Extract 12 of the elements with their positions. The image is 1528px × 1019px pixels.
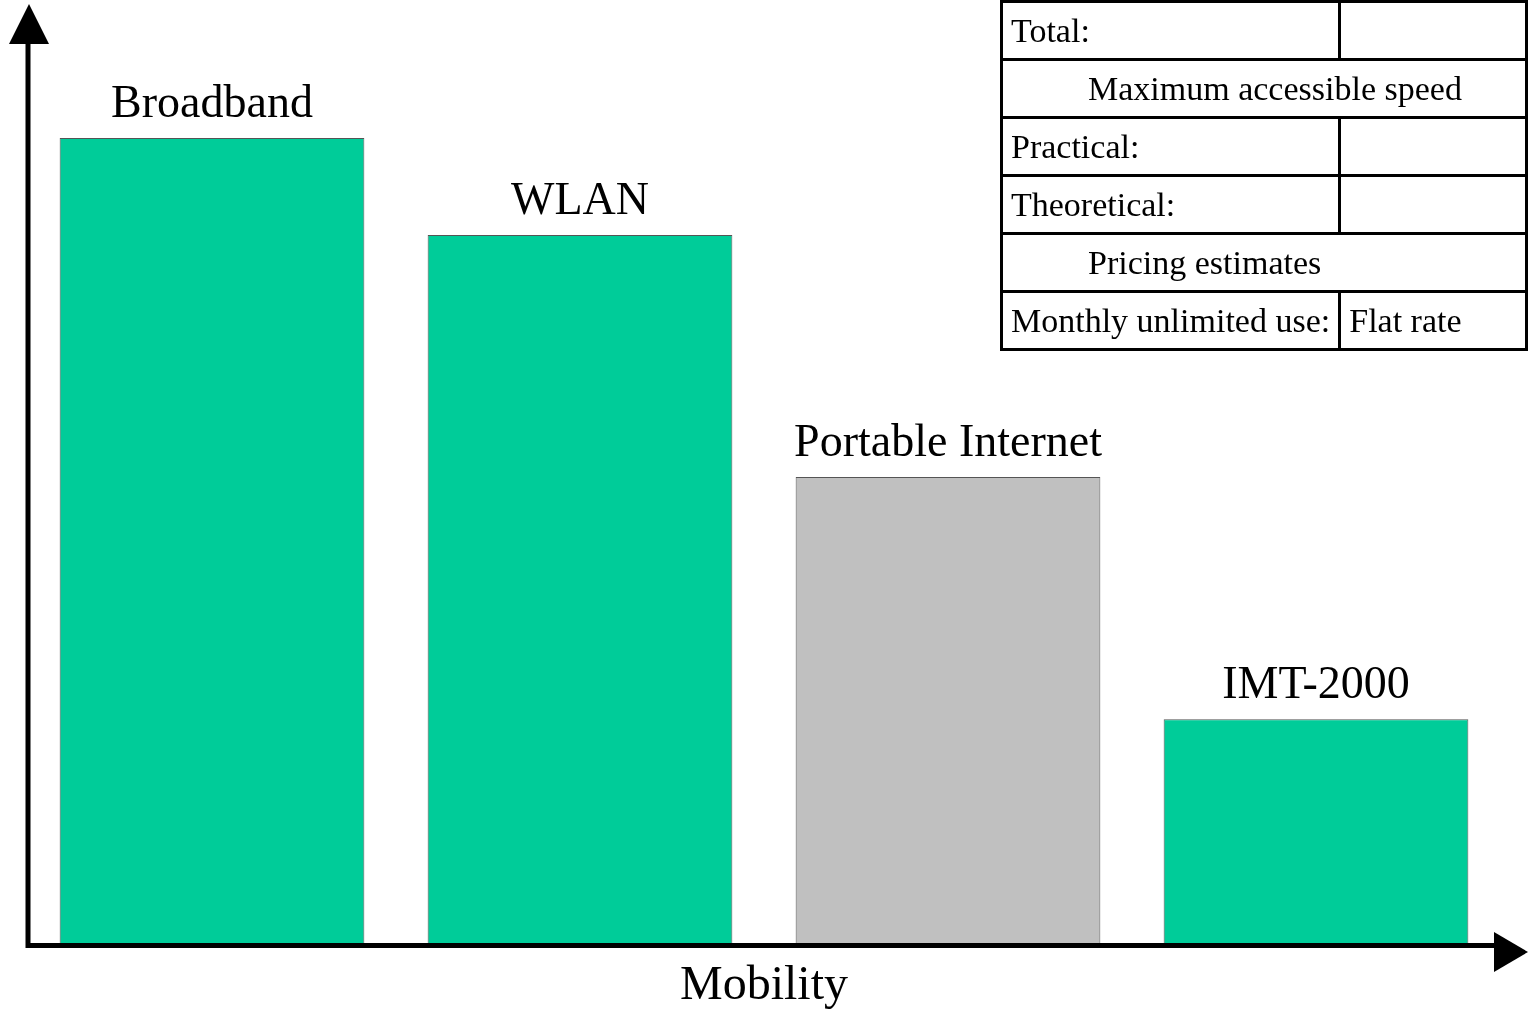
x-tick-label: Portable Internet [794, 415, 1103, 467]
x-tick-label: Broadband [111, 76, 313, 128]
annotation: Theoretical: [1001, 175, 1340, 234]
text: Total: [1001, 1, 1340, 60]
annotation: Pricing estimates [1001, 233, 1527, 292]
x-axis-title: Mobility [679, 955, 849, 1009]
text: Maximum accessible speed [1001, 59, 1527, 118]
annotation: Flat rate [1339, 291, 1527, 350]
x-tick-label: WLAN [511, 172, 649, 224]
x-tick-label: IMT-2000 [1222, 657, 1410, 709]
annotation: Monthly unlimited use: [1001, 291, 1340, 350]
annotation: Practical: [1001, 117, 1340, 176]
